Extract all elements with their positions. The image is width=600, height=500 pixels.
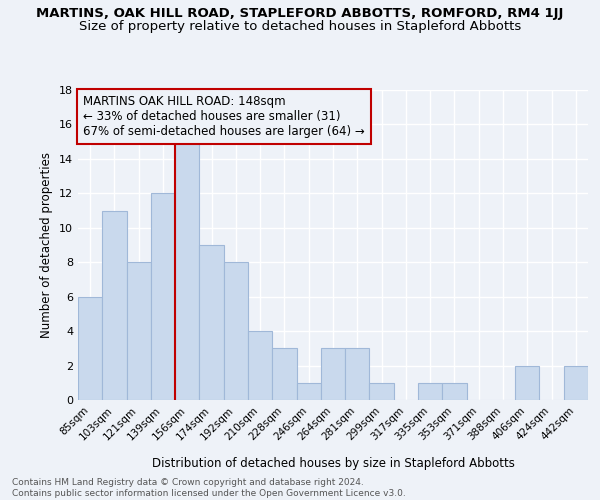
Text: Distribution of detached houses by size in Stapleford Abbotts: Distribution of detached houses by size … bbox=[152, 458, 514, 470]
Bar bbox=[296, 383, 321, 400]
Bar bbox=[127, 262, 151, 400]
Bar bbox=[224, 262, 248, 400]
Bar bbox=[442, 383, 467, 400]
Bar bbox=[418, 383, 442, 400]
Bar bbox=[564, 366, 588, 400]
Bar bbox=[102, 210, 127, 400]
Bar bbox=[515, 366, 539, 400]
Text: MARTINS, OAK HILL ROAD, STAPLEFORD ABBOTTS, ROMFORD, RM4 1JJ: MARTINS, OAK HILL ROAD, STAPLEFORD ABBOT… bbox=[37, 8, 563, 20]
Bar bbox=[175, 142, 199, 400]
Bar bbox=[78, 296, 102, 400]
Bar bbox=[151, 194, 175, 400]
Bar bbox=[199, 245, 224, 400]
Text: Size of property relative to detached houses in Stapleford Abbotts: Size of property relative to detached ho… bbox=[79, 20, 521, 33]
Bar bbox=[248, 331, 272, 400]
Bar bbox=[321, 348, 345, 400]
Bar bbox=[370, 383, 394, 400]
Text: MARTINS OAK HILL ROAD: 148sqm
← 33% of detached houses are smaller (31)
67% of s: MARTINS OAK HILL ROAD: 148sqm ← 33% of d… bbox=[83, 94, 365, 138]
Bar bbox=[272, 348, 296, 400]
Text: Contains HM Land Registry data © Crown copyright and database right 2024.
Contai: Contains HM Land Registry data © Crown c… bbox=[12, 478, 406, 498]
Bar bbox=[345, 348, 370, 400]
Y-axis label: Number of detached properties: Number of detached properties bbox=[40, 152, 53, 338]
